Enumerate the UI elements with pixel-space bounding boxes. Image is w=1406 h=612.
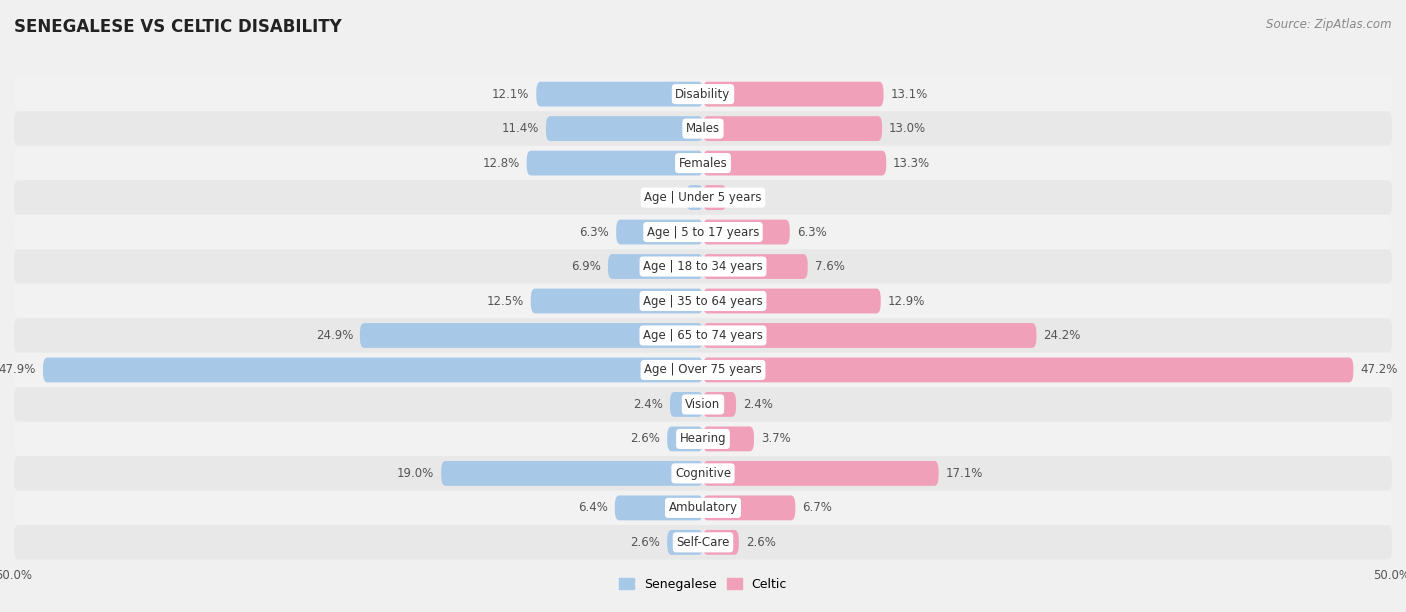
Text: 17.1%: 17.1% [945, 467, 983, 480]
Text: 13.3%: 13.3% [893, 157, 931, 170]
FancyBboxPatch shape [668, 530, 703, 554]
FancyBboxPatch shape [14, 525, 1392, 559]
Text: 12.8%: 12.8% [482, 157, 520, 170]
Text: 2.6%: 2.6% [630, 536, 661, 549]
Text: Age | Over 75 years: Age | Over 75 years [644, 364, 762, 376]
Text: 6.7%: 6.7% [803, 501, 832, 514]
FancyBboxPatch shape [668, 427, 703, 451]
FancyBboxPatch shape [607, 254, 703, 279]
Text: 6.4%: 6.4% [578, 501, 607, 514]
Text: 24.2%: 24.2% [1043, 329, 1081, 342]
FancyBboxPatch shape [703, 220, 790, 244]
FancyBboxPatch shape [14, 422, 1392, 456]
Text: 2.6%: 2.6% [745, 536, 776, 549]
Text: 3.7%: 3.7% [761, 433, 790, 446]
Text: Age | 65 to 74 years: Age | 65 to 74 years [643, 329, 763, 342]
FancyBboxPatch shape [14, 249, 1392, 284]
FancyBboxPatch shape [616, 220, 703, 244]
Text: 1.7%: 1.7% [734, 191, 763, 204]
Text: Hearing: Hearing [679, 433, 727, 446]
FancyBboxPatch shape [14, 353, 1392, 387]
Text: 6.9%: 6.9% [571, 260, 600, 273]
FancyBboxPatch shape [669, 392, 703, 417]
FancyBboxPatch shape [14, 284, 1392, 318]
FancyBboxPatch shape [703, 323, 1036, 348]
Text: 2.6%: 2.6% [630, 433, 661, 446]
Text: 11.4%: 11.4% [502, 122, 538, 135]
FancyBboxPatch shape [360, 323, 703, 348]
Text: 1.2%: 1.2% [650, 191, 679, 204]
FancyBboxPatch shape [703, 254, 807, 279]
Text: 12.5%: 12.5% [486, 294, 524, 307]
Text: Females: Females [679, 157, 727, 170]
Text: Males: Males [686, 122, 720, 135]
Text: Cognitive: Cognitive [675, 467, 731, 480]
FancyBboxPatch shape [703, 461, 939, 486]
Text: 12.1%: 12.1% [492, 88, 530, 100]
FancyBboxPatch shape [703, 530, 738, 554]
Text: 6.3%: 6.3% [579, 226, 609, 239]
Text: Vision: Vision [685, 398, 721, 411]
FancyBboxPatch shape [703, 116, 882, 141]
Text: 19.0%: 19.0% [396, 467, 434, 480]
Legend: Senegalese, Celtic: Senegalese, Celtic [614, 573, 792, 596]
Text: 2.4%: 2.4% [742, 398, 773, 411]
FancyBboxPatch shape [703, 392, 737, 417]
FancyBboxPatch shape [14, 111, 1392, 146]
FancyBboxPatch shape [527, 151, 703, 176]
FancyBboxPatch shape [44, 357, 703, 382]
Text: 13.0%: 13.0% [889, 122, 927, 135]
FancyBboxPatch shape [614, 496, 703, 520]
Text: Age | 35 to 64 years: Age | 35 to 64 years [643, 294, 763, 307]
FancyBboxPatch shape [686, 185, 703, 210]
FancyBboxPatch shape [703, 151, 886, 176]
Text: Self-Care: Self-Care [676, 536, 730, 549]
FancyBboxPatch shape [546, 116, 703, 141]
FancyBboxPatch shape [531, 289, 703, 313]
Text: 13.1%: 13.1% [890, 88, 928, 100]
FancyBboxPatch shape [703, 496, 796, 520]
Text: 2.4%: 2.4% [633, 398, 664, 411]
FancyBboxPatch shape [703, 289, 880, 313]
FancyBboxPatch shape [14, 77, 1392, 111]
Text: Age | 18 to 34 years: Age | 18 to 34 years [643, 260, 763, 273]
Text: 47.9%: 47.9% [0, 364, 37, 376]
Text: 47.2%: 47.2% [1360, 364, 1398, 376]
FancyBboxPatch shape [703, 427, 754, 451]
FancyBboxPatch shape [703, 82, 883, 106]
FancyBboxPatch shape [14, 387, 1392, 422]
Text: 24.9%: 24.9% [315, 329, 353, 342]
Text: Disability: Disability [675, 88, 731, 100]
Text: 6.3%: 6.3% [797, 226, 827, 239]
FancyBboxPatch shape [14, 181, 1392, 215]
FancyBboxPatch shape [703, 185, 727, 210]
Text: Ambulatory: Ambulatory [668, 501, 738, 514]
FancyBboxPatch shape [14, 146, 1392, 181]
FancyBboxPatch shape [14, 318, 1392, 353]
Text: 7.6%: 7.6% [814, 260, 845, 273]
Text: Age | 5 to 17 years: Age | 5 to 17 years [647, 226, 759, 239]
FancyBboxPatch shape [14, 215, 1392, 249]
Text: Source: ZipAtlas.com: Source: ZipAtlas.com [1267, 18, 1392, 31]
FancyBboxPatch shape [441, 461, 703, 486]
FancyBboxPatch shape [14, 456, 1392, 491]
FancyBboxPatch shape [536, 82, 703, 106]
Text: Age | Under 5 years: Age | Under 5 years [644, 191, 762, 204]
Text: 12.9%: 12.9% [887, 294, 925, 307]
FancyBboxPatch shape [14, 491, 1392, 525]
Text: SENEGALESE VS CELTIC DISABILITY: SENEGALESE VS CELTIC DISABILITY [14, 18, 342, 36]
FancyBboxPatch shape [703, 357, 1354, 382]
